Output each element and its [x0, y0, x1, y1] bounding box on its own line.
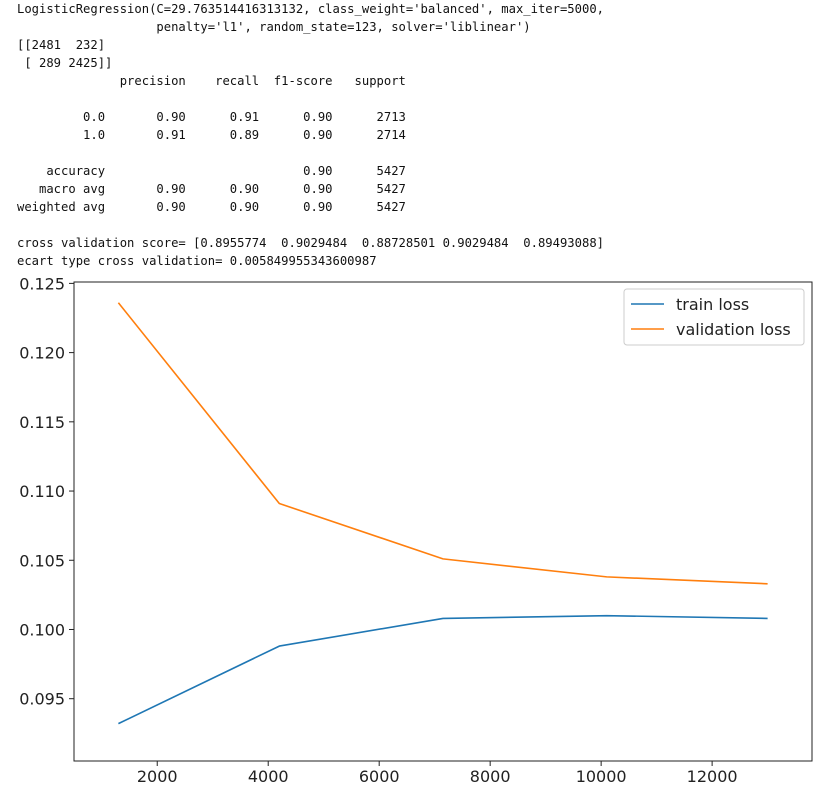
console-line: weighted avg 0.90 0.90 0.90 5427 — [17, 200, 406, 214]
console-line: ecart type cross validation= 0.005849955… — [17, 254, 377, 268]
x-tick-label: 10000 — [576, 767, 627, 786]
console-output: LogisticRegression(C=29.763514416313132,… — [17, 0, 604, 270]
console-line: LogisticRegression(C=29.763514416313132,… — [17, 2, 604, 16]
x-tick-label: 8000 — [470, 767, 511, 786]
console-line: [[2481 232] — [17, 38, 106, 52]
console-line: precision recall f1-score support — [17, 74, 406, 88]
x-tick-label: 6000 — [359, 767, 400, 786]
y-tick-label: 0.110 — [19, 482, 65, 501]
x-tick-label: 2000 — [137, 767, 178, 786]
legend-box — [623, 288, 805, 346]
legend-label: train loss — [676, 295, 749, 314]
plot-frame — [73, 281, 813, 762]
y-tick-label: 0.095 — [19, 690, 65, 709]
console-line: [ 289 2425]] — [17, 56, 113, 70]
x-tick-label: 4000 — [248, 767, 289, 786]
y-tick-label: 0.105 — [19, 551, 65, 570]
legend-label: validation loss — [676, 320, 791, 339]
console-line: accuracy 0.90 5427 — [17, 164, 406, 178]
y-tick-label: 0.100 — [19, 620, 65, 639]
console-line: 1.0 0.91 0.89 0.90 2714 — [17, 128, 406, 142]
series-line-validation-loss — [117, 302, 768, 585]
y-tick-label: 0.115 — [19, 413, 65, 432]
console-line: cross validation score= [0.8955774 0.902… — [17, 236, 604, 250]
console-line: macro avg 0.90 0.90 0.90 5427 — [17, 182, 406, 196]
console-line: 0.0 0.90 0.91 0.90 2713 — [17, 110, 406, 124]
console-line: penalty='l1', random_state=123, solver='… — [17, 20, 531, 34]
y-tick-label: 0.120 — [19, 344, 65, 363]
y-tick-label: 0.125 — [19, 274, 65, 293]
x-tick-label: 12000 — [687, 767, 738, 786]
series-line-train-loss — [118, 614, 768, 725]
